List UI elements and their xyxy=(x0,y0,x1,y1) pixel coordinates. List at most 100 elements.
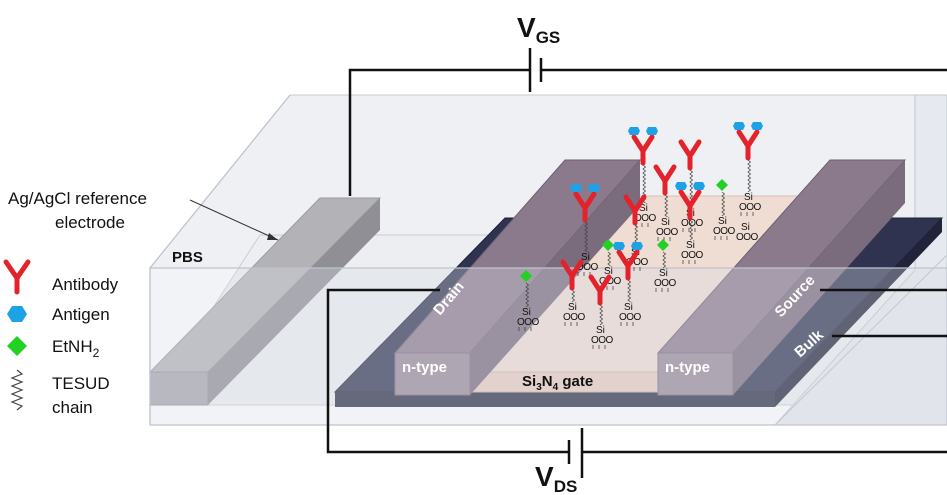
antigen-icon xyxy=(693,182,705,190)
oxygen-anchor-label: OOO xyxy=(681,218,704,229)
surface-bond-lines xyxy=(620,322,634,326)
si-anchor-label: Si xyxy=(581,252,590,263)
surface-bond-lines xyxy=(740,212,754,216)
antigen-legend-icon xyxy=(7,306,27,322)
antigen-icon xyxy=(646,127,658,135)
etnh2-icon xyxy=(520,270,532,282)
antibody-icon xyxy=(736,129,760,161)
vgs-label: VGS xyxy=(517,12,560,47)
surface-bond-lines xyxy=(682,228,696,232)
surface-bond-lines xyxy=(518,327,532,331)
surface-bond-lines xyxy=(655,288,669,292)
ref-electrode-label-line2: electrode xyxy=(55,213,125,232)
oxygen-anchor-label: OOO xyxy=(713,226,736,237)
ref-electrode-label-line1: Ag/AgCl reference xyxy=(8,189,147,208)
tesud-chain-icon xyxy=(584,221,589,253)
antigen-icon xyxy=(733,122,745,130)
antibody-legend-label: Antibody xyxy=(52,275,119,294)
antibody-icon xyxy=(678,189,702,221)
oxygen-anchor-label: OOO xyxy=(654,278,677,289)
tesud-chain-icon xyxy=(721,191,726,217)
drain-front xyxy=(394,352,471,396)
si-anchor-label: Si xyxy=(568,302,577,313)
ref-electrode-side xyxy=(208,198,380,405)
antibody-icon xyxy=(631,134,655,166)
si-anchor-label: Si xyxy=(661,217,670,228)
drain-source-circuit-wire xyxy=(326,288,947,454)
oxygen-anchor-label: OOO xyxy=(736,232,759,243)
surface-bond-lines xyxy=(714,236,728,240)
si-anchor-label: Si xyxy=(744,192,753,203)
tesud-chain-icon xyxy=(607,251,612,267)
antigen-icon xyxy=(631,242,643,250)
antibody-icon xyxy=(616,249,640,281)
gate-circuit-wire xyxy=(348,68,947,196)
antibody-icon xyxy=(573,191,597,223)
antibody-icon xyxy=(623,194,647,226)
oxygen-anchor-label: OOO xyxy=(634,213,657,224)
antibody-icon xyxy=(678,139,702,171)
antigen-icon xyxy=(570,184,582,192)
ref-electrode-pointer xyxy=(189,199,279,241)
surface-bond-lines xyxy=(592,345,606,349)
antigen-icon xyxy=(751,122,763,130)
etnh2-legend-icon xyxy=(7,336,27,356)
si-anchor-label: Si xyxy=(659,268,668,279)
si-anchor-label: Si xyxy=(522,307,531,318)
tesud-chain-icon xyxy=(627,279,632,303)
oxygen-anchor-label: OOO xyxy=(563,312,586,323)
oxygen-anchor-label: OOO xyxy=(656,227,679,238)
source-front xyxy=(657,352,734,396)
tesud-legend-icon xyxy=(10,369,24,411)
antigen-icon xyxy=(628,127,640,135)
si-anchor-label: Si xyxy=(624,302,633,313)
oxygen-anchor-label: OOO xyxy=(591,335,614,346)
etnh2-icon xyxy=(716,179,728,191)
tesud-chain-icon xyxy=(525,282,530,308)
tesud-legend-label-line1: TESUD xyxy=(52,374,110,393)
pbs-label: PBS xyxy=(172,249,203,266)
tesud-chain-icon xyxy=(662,251,667,269)
oxygen-anchor-label: OOO xyxy=(517,317,540,328)
pbs-front-face xyxy=(149,267,947,426)
tesud-chain-icon xyxy=(664,194,669,218)
si3n4-gate-label: Si3N4 gate xyxy=(522,373,593,393)
oxygen-anchor-label: OOO xyxy=(619,312,642,323)
surface-bond-lines xyxy=(564,322,578,326)
antigen-icon xyxy=(588,184,600,192)
tesud-legend-label-line2: chain xyxy=(52,398,93,417)
tesud-chain-icon xyxy=(571,289,576,303)
antibody-icon xyxy=(560,259,584,291)
oxygen-anchor-label: OOO xyxy=(739,202,762,213)
si-anchor-label: Si xyxy=(718,216,727,227)
vds-label: VDS xyxy=(535,461,577,495)
n-type-right-label: n-type xyxy=(665,359,710,376)
si-anchor-label: Si xyxy=(741,222,750,233)
oxygen-anchor-label: OOO xyxy=(626,257,649,268)
antibody-icon xyxy=(653,164,677,196)
etnh2-legend-label: EtNH2 xyxy=(52,337,100,360)
drain-side xyxy=(470,160,640,395)
antibody-legend-icon xyxy=(3,259,31,295)
antibody-icon xyxy=(588,274,612,306)
tesud-chain-icon xyxy=(599,304,604,326)
etnh2-icon xyxy=(657,239,669,251)
legend: Antibody Antigen EtNH2 TESUD chain xyxy=(3,259,119,417)
n-type-left-label: n-type xyxy=(402,359,447,376)
antigen-legend-label: Antigen xyxy=(52,305,110,324)
surface-bond-lines xyxy=(682,260,696,264)
tesud-chain-icon xyxy=(747,159,752,193)
oxygen-anchor-label: OOO xyxy=(576,262,599,273)
